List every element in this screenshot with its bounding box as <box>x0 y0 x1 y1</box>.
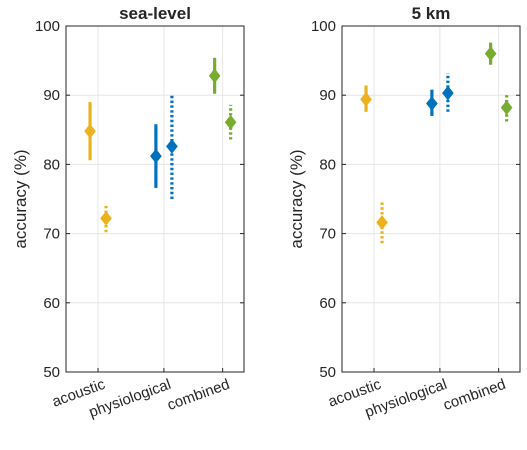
axes-box <box>341 25 521 373</box>
y-tick-label: 60 <box>319 295 336 312</box>
y-tick-label: 70 <box>43 226 60 243</box>
y-tick-label: 100 <box>311 18 336 35</box>
y-tick-label: 50 <box>319 364 336 381</box>
y-tick-label: 100 <box>35 18 60 35</box>
data-point-physiological-dotted <box>166 139 178 154</box>
data-point-physiological-solid <box>426 96 438 111</box>
y-tick-label: 70 <box>319 226 336 243</box>
x-tick-label-combined: combined <box>165 376 232 414</box>
y-axis-label: accuracy (%) <box>287 149 306 248</box>
y-axis-label: accuracy (%) <box>11 149 30 248</box>
axes-box <box>65 25 245 373</box>
data-point-physiological-solid <box>150 148 162 164</box>
y-tick-label: 90 <box>43 87 60 104</box>
data-point-acoustic-dotted <box>376 215 388 230</box>
x-tick-label-combined: combined <box>441 376 508 414</box>
panel-5km: 5060708090100acousticphysiologicalcombin… <box>287 4 521 421</box>
y-tick-label: 50 <box>43 364 60 381</box>
data-point-combined-dotted <box>224 114 237 130</box>
y-tick-label: 80 <box>43 156 60 173</box>
data-point-acoustic-solid <box>84 123 96 139</box>
y-tick-label: 90 <box>319 87 336 104</box>
data-point-combined-solid <box>484 46 497 61</box>
y-tick-label: 60 <box>43 295 60 312</box>
data-point-acoustic-solid <box>360 92 372 107</box>
panel-title: 5 km <box>412 4 451 23</box>
data-point-combined-dotted <box>500 100 513 115</box>
data-point-acoustic-dotted <box>100 211 112 226</box>
panel-sea-level: 5060708090100acousticphysiologicalcombin… <box>11 4 245 421</box>
data-point-combined-solid <box>208 68 221 84</box>
y-tick-label: 80 <box>319 156 336 173</box>
panel-title: sea-level <box>119 4 191 23</box>
data-point-physiological-dotted <box>442 85 454 101</box>
